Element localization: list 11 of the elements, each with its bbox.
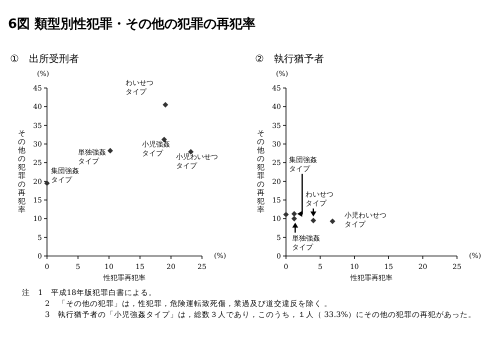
point — [107, 148, 114, 154]
chart-title: 6図 類型別性犯罪・その他の犯罪の再犯率 — [8, 16, 256, 32]
point — [283, 212, 289, 218]
point — [291, 216, 298, 222]
point — [44, 180, 50, 186]
chart-subtitle: ① 出所受刑者 — [10, 53, 79, 65]
chart-subtitle: ② 執行猶予者 — [255, 53, 324, 65]
point — [330, 218, 336, 224]
point — [162, 102, 168, 108]
point — [291, 211, 298, 217]
point — [310, 218, 316, 224]
